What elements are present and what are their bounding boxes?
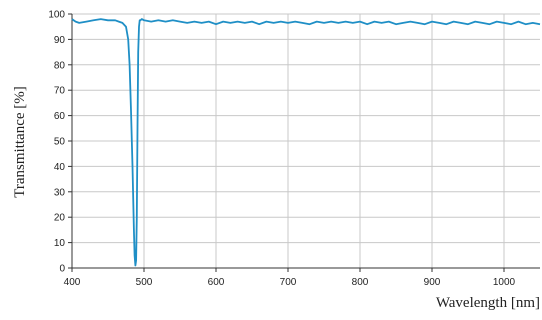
y-tick-label-40: 40 — [54, 162, 66, 173]
y-tick-label-80: 80 — [54, 60, 66, 71]
tick-labels: 0 10 20 30 40 50 60 70 80 90 100 400 500 600 700 800 900… — [48, 10, 515, 289]
grid-lines — [72, 14, 540, 268]
y-tick-label-0: 0 — [59, 264, 65, 275]
x-tick-label-500: 500 — [136, 277, 153, 288]
x-tick-label-800: 800 — [352, 277, 369, 288]
x-axis-title: Wavelength [nm] — [436, 295, 540, 311]
x-tick-label-1000: 1000 — [493, 277, 516, 288]
y-axis-title: Transmittance [%] — [12, 86, 28, 198]
y-tick-label-10: 10 — [54, 238, 66, 249]
series-layer — [71, 18, 541, 267]
axis-frame — [68, 13, 540, 272]
y-tick-label-30: 30 — [54, 187, 66, 198]
y-tick-label-20: 20 — [54, 213, 66, 224]
y-tick-label-70: 70 — [54, 86, 66, 97]
x-tick-label-900: 900 — [424, 277, 441, 288]
x-tick-label-400: 400 — [64, 277, 81, 288]
y-tick-label-50: 50 — [54, 137, 66, 148]
x-tick-label-700: 700 — [280, 277, 297, 288]
y-tick-label-100: 100 — [48, 10, 65, 21]
y-tick-label-60: 60 — [54, 111, 66, 122]
series-line-1 — [71, 18, 541, 267]
x-tick-label-600: 600 — [208, 277, 225, 288]
y-tick-label-90: 90 — [54, 35, 66, 46]
